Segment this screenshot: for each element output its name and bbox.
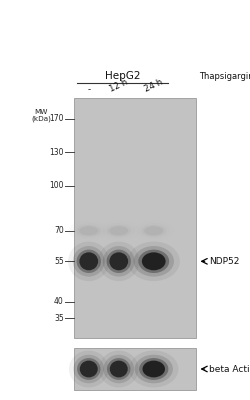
- Text: 55: 55: [54, 257, 64, 266]
- Ellipse shape: [76, 250, 101, 273]
- Ellipse shape: [73, 223, 105, 238]
- Text: 24 h: 24 h: [143, 78, 164, 94]
- Ellipse shape: [68, 242, 110, 281]
- Ellipse shape: [73, 246, 105, 277]
- Ellipse shape: [110, 252, 128, 270]
- Ellipse shape: [139, 358, 168, 380]
- Text: beta Actin: beta Actin: [209, 364, 250, 374]
- Ellipse shape: [142, 225, 166, 237]
- Ellipse shape: [80, 226, 98, 235]
- Text: 12 h: 12 h: [108, 78, 129, 94]
- Ellipse shape: [77, 358, 100, 380]
- Text: Thapsigargin: Thapsigargin: [199, 72, 250, 81]
- Ellipse shape: [134, 246, 174, 277]
- Ellipse shape: [134, 355, 173, 383]
- Ellipse shape: [129, 350, 178, 388]
- Text: 170: 170: [49, 114, 64, 123]
- Text: HepG2: HepG2: [105, 71, 140, 81]
- Text: -: -: [87, 85, 90, 94]
- Ellipse shape: [138, 223, 170, 238]
- Ellipse shape: [142, 361, 165, 378]
- Text: 100: 100: [49, 181, 64, 190]
- Text: 130: 130: [49, 148, 64, 157]
- Ellipse shape: [74, 355, 104, 383]
- Ellipse shape: [144, 226, 163, 235]
- Ellipse shape: [110, 226, 128, 235]
- Ellipse shape: [76, 225, 101, 237]
- Ellipse shape: [128, 242, 180, 281]
- Ellipse shape: [142, 252, 166, 270]
- Text: 70: 70: [54, 226, 64, 235]
- Ellipse shape: [138, 250, 169, 273]
- Ellipse shape: [107, 358, 130, 380]
- Ellipse shape: [103, 246, 135, 277]
- Ellipse shape: [103, 223, 135, 238]
- Ellipse shape: [104, 355, 134, 383]
- Ellipse shape: [106, 250, 131, 273]
- Bar: [74, 348, 196, 390]
- Ellipse shape: [98, 242, 140, 281]
- Bar: [74, 98, 196, 338]
- Text: 40: 40: [54, 297, 64, 306]
- Text: NDP52: NDP52: [209, 257, 240, 266]
- Text: 35: 35: [54, 314, 64, 323]
- Ellipse shape: [110, 361, 128, 378]
- Ellipse shape: [80, 361, 98, 378]
- Ellipse shape: [69, 350, 108, 388]
- Ellipse shape: [106, 225, 131, 237]
- Ellipse shape: [80, 252, 98, 270]
- Text: MW
(kDa): MW (kDa): [31, 109, 51, 122]
- Ellipse shape: [99, 350, 138, 388]
